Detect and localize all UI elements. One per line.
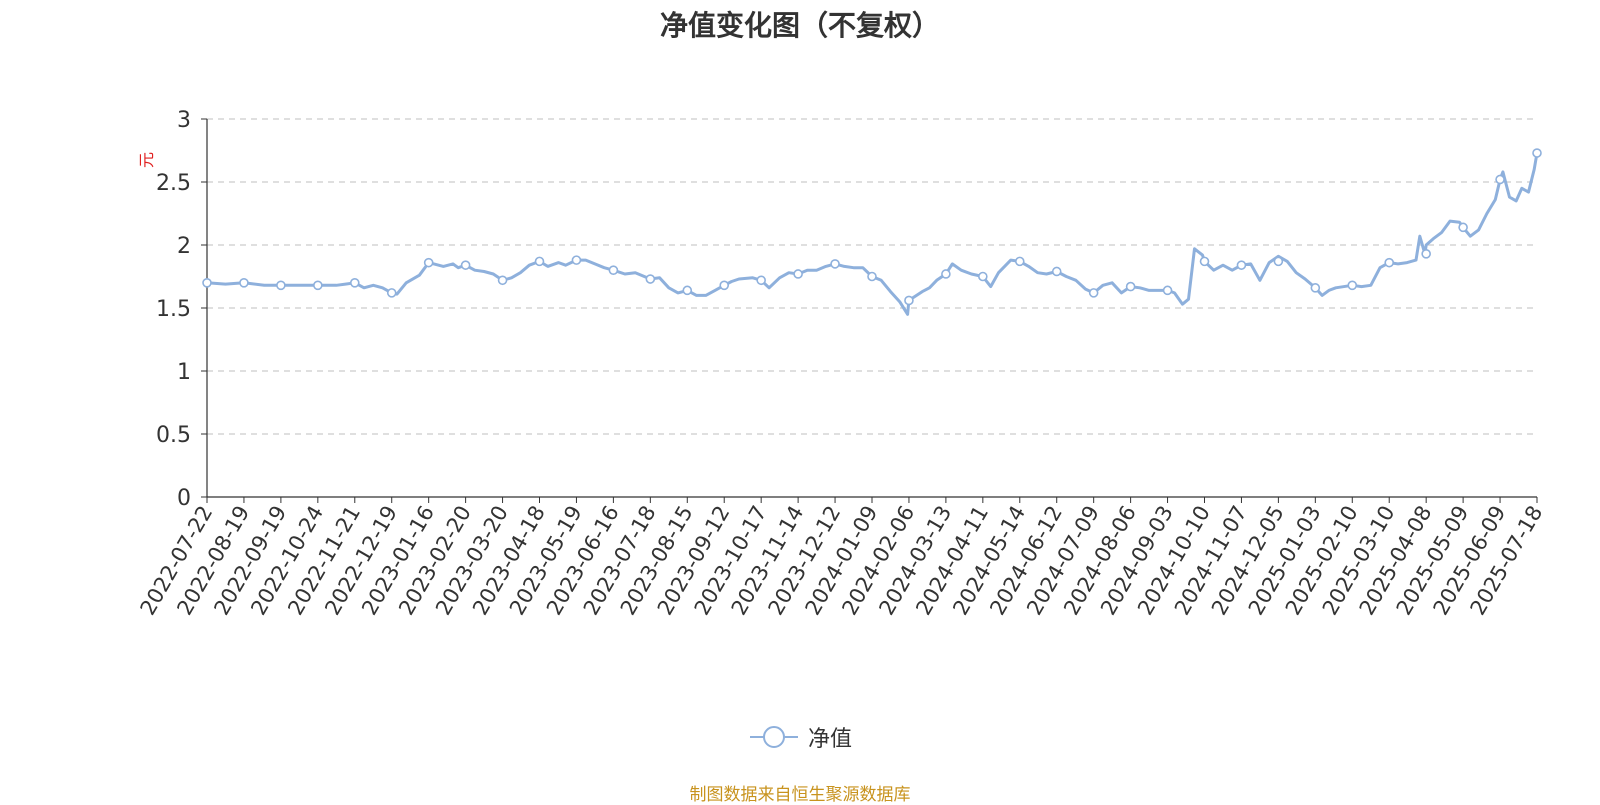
y-tick-label: 3 (177, 108, 191, 133)
grid-lines (207, 118, 1537, 435)
data-point-marker[interactable] (1458, 222, 1468, 233)
data-point-marker[interactable] (978, 271, 988, 282)
axes (201, 118, 1538, 503)
data-point-marker[interactable] (793, 269, 803, 279)
data-point-marker[interactable] (608, 265, 619, 276)
data-point-marker[interactable] (313, 280, 323, 291)
data-source-note: 制图数据来自恒生聚源数据库 (689, 785, 911, 805)
data-point-marker[interactable] (460, 260, 471, 270)
series-line-nav (205, 151, 1539, 316)
data-point-marker[interactable] (756, 275, 766, 286)
data-point-marker[interactable] (276, 280, 286, 291)
y-tick-labels: 0 0.5 1 1.5 2 2.5 3 (156, 108, 191, 511)
data-point-marker[interactable] (719, 280, 730, 291)
legend-label: 净值 (808, 727, 853, 752)
data-point-marker[interactable] (1236, 260, 1247, 270)
y-tick-label: 1.5 (156, 297, 191, 322)
data-point-marker[interactable] (1051, 266, 1062, 277)
data-point-marker[interactable] (1532, 148, 1542, 158)
y-tick-label: 2.5 (156, 171, 191, 196)
y-tick-label: 0 (177, 486, 191, 511)
data-point-marker[interactable] (202, 277, 212, 288)
data-point-marker[interactable] (239, 277, 249, 288)
data-point-marker[interactable] (1347, 280, 1358, 291)
data-point-marker[interactable] (941, 269, 951, 279)
data-point-marker[interactable] (1273, 256, 1284, 267)
data-point-marker[interactable] (534, 256, 545, 267)
y-tick-label: 1 (177, 360, 191, 385)
data-point-marker[interactable] (1310, 283, 1321, 293)
data-point-marker[interactable] (682, 285, 693, 296)
series-markers (202, 148, 1542, 306)
data-point-marker[interactable] (1384, 257, 1395, 268)
data-point-marker[interactable] (386, 288, 397, 298)
data-point-marker[interactable] (1199, 256, 1210, 267)
data-point-marker[interactable] (904, 295, 914, 306)
data-point-marker[interactable] (1088, 288, 1099, 298)
data-point-marker[interactable] (497, 275, 508, 286)
legend-line-marker-icon (750, 726, 798, 748)
data-point-marker[interactable] (1495, 174, 1505, 185)
chart-title: 净值变化图（不复权） (659, 9, 940, 42)
data-point-marker[interactable] (1014, 256, 1025, 267)
data-point-marker[interactable] (1421, 249, 1431, 259)
legend[interactable]: 净值 (750, 722, 852, 752)
y-tick-label: 2 (177, 234, 191, 259)
data-point-marker[interactable] (1162, 285, 1173, 296)
data-point-marker[interactable] (571, 255, 582, 265)
data-point-marker[interactable] (1125, 281, 1136, 292)
x-tick-labels: 2022-07-222022-08-192022-09-192022-10-24… (136, 502, 1548, 620)
data-point-marker[interactable] (423, 257, 434, 268)
data-point-marker[interactable] (645, 274, 656, 284)
data-point-marker[interactable] (867, 271, 877, 282)
series-line-layer (205, 151, 1539, 316)
data-point-marker[interactable] (830, 259, 840, 269)
data-point-marker[interactable] (349, 277, 360, 288)
y-tick-label: 0.5 (156, 423, 191, 448)
y-axis-title: 元 (137, 152, 156, 168)
